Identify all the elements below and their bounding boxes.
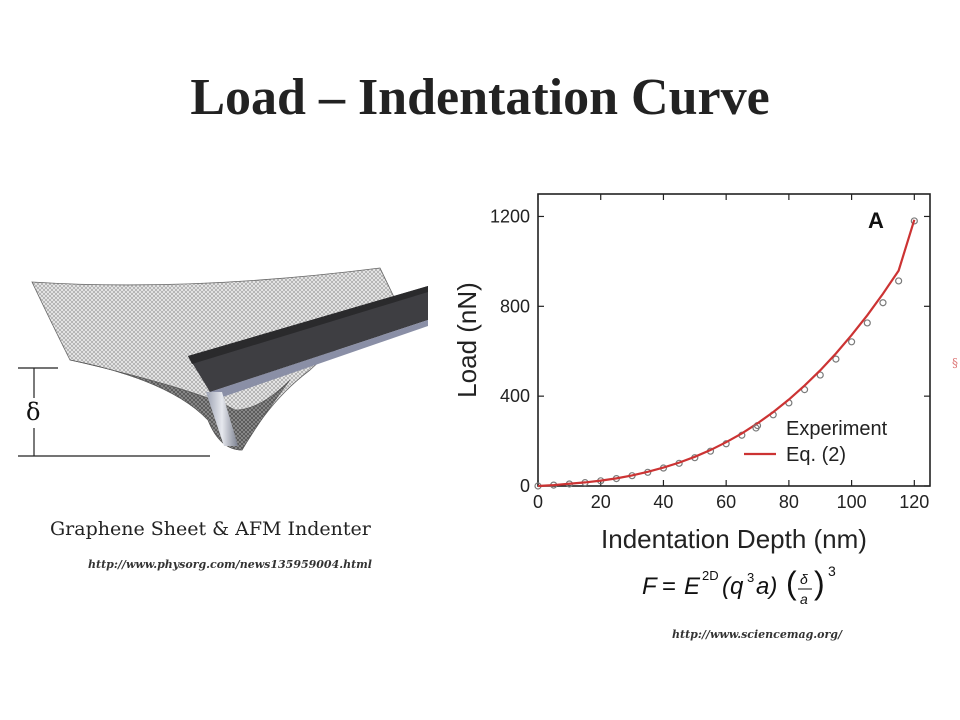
experiment-point	[863, 319, 871, 327]
legend-eq2-label: Eq. (2)	[786, 444, 846, 466]
experiment-point	[832, 355, 840, 363]
formula-exp3: 3	[828, 563, 836, 579]
slide-title: Load – Indentation Curve	[190, 69, 770, 126]
formula-q: (q	[722, 573, 744, 600]
graphene-indenter-illustration	[18, 267, 428, 457]
formula-2D: 2D	[702, 568, 719, 583]
delta-label: δ	[26, 398, 41, 426]
experiment-point	[816, 371, 824, 379]
formula-rparen: )	[814, 565, 825, 601]
plot-frame	[537, 193, 931, 487]
x-tick-label: 100	[837, 492, 867, 512]
experiment-point	[910, 217, 918, 225]
x-axis-label: Indentation Depth (nm)	[601, 524, 867, 554]
y-tick-label: 1200	[490, 206, 530, 226]
legend-experiment-label: Experiment	[786, 418, 888, 440]
experiment-point	[879, 299, 887, 307]
source-link-physorg[interactable]: http://www.physorg.com/news135959004.htm…	[88, 558, 372, 571]
edge-mark: §	[952, 356, 958, 370]
legend-experiment-marker	[752, 424, 760, 432]
formula-equals: =	[662, 573, 676, 600]
experiment-point	[848, 338, 856, 346]
formula-lparen: (	[786, 565, 797, 601]
illustration-caption: Graphene Sheet & AFM Indenter	[50, 518, 371, 540]
x-tick-label: 60	[716, 492, 736, 512]
afm-indenter	[188, 286, 428, 446]
formula-delta: δ	[800, 571, 808, 587]
x-tick-label: 0	[533, 492, 543, 512]
delta-dimension-lines	[18, 367, 210, 457]
x-tick-label: 80	[779, 492, 799, 512]
x-tick-label: 120	[899, 492, 929, 512]
x-tick-label: 20	[591, 492, 611, 512]
force-formula: F = E 2D (q 3 a) ( δ a ) 3	[642, 563, 836, 607]
experiment-point	[895, 277, 903, 285]
panel-label: A	[868, 208, 884, 233]
formula-E: E	[684, 573, 701, 600]
source-link-sciencemag[interactable]: http://www.sciencemag.org/	[672, 628, 842, 641]
formula-a-denom: a	[800, 591, 808, 607]
y-tick-label: 800	[500, 296, 530, 316]
x-tick-label: 40	[653, 492, 673, 512]
y-tick-label: 0	[520, 476, 530, 496]
y-tick-label: 400	[500, 386, 530, 406]
formula-q-exp: 3	[747, 570, 754, 585]
eq2-fit-line	[537, 219, 916, 488]
y-axis-label: Load (nN)	[452, 282, 482, 398]
formula-a: a)	[756, 573, 777, 600]
formula-F: F	[642, 573, 658, 600]
